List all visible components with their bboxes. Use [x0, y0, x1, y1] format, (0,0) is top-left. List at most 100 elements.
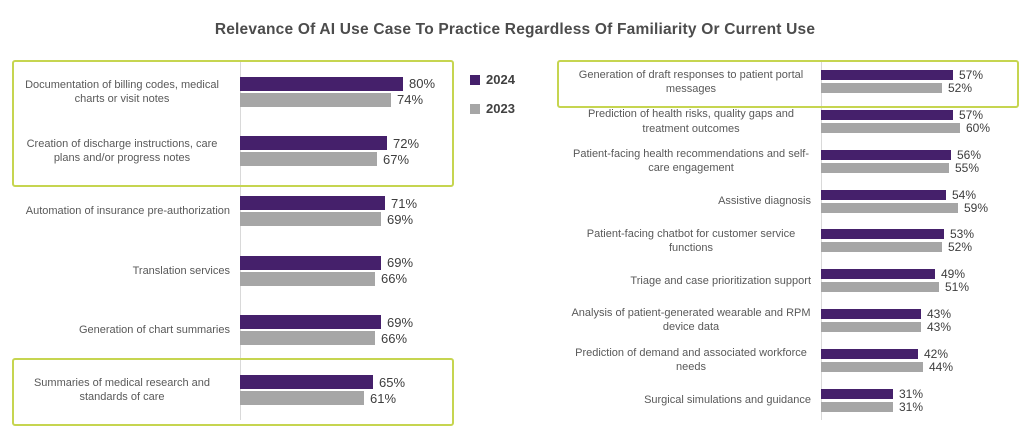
value-label: 43% [927, 319, 952, 334]
value-label: 53% [950, 227, 975, 242]
bar-line: 56% [821, 149, 1017, 161]
chart-row: Prediction of demand and associated work… [565, 340, 1017, 380]
bars-cell: 69% 66% [240, 255, 450, 287]
category-label-cell: Analysis of patient-generated wearable a… [565, 301, 821, 341]
chart-row: Analysis of patient-generated wearable a… [565, 301, 1017, 341]
category-label-cell: Summaries of medical research and standa… [14, 360, 240, 420]
category-label-cell: Automation of insurance pre-authorizatio… [14, 181, 240, 241]
chart-right: Generation of draft responses to patient… [565, 62, 1017, 420]
value-label: 56% [957, 147, 982, 162]
category-label: Documentation of billing codes, medical … [25, 78, 219, 105]
bar-line: 52% [821, 241, 1017, 253]
bar-2024 [821, 308, 921, 319]
bar-2023 [240, 331, 375, 346]
bar-line: 31% [821, 388, 1017, 400]
chart-row: Summaries of medical research and standa… [14, 360, 450, 420]
bar-2024 [821, 348, 918, 359]
bar-line: 57% [821, 69, 1017, 81]
category-label: Patient-facing chatbot for customer serv… [586, 227, 796, 254]
value-label: 31% [899, 386, 924, 401]
chart-row: Translation services 69% 66% [14, 241, 450, 301]
bar-2024 [821, 70, 953, 81]
bar-2023 [821, 401, 893, 412]
bar-2023 [240, 271, 375, 286]
value-label: 72% [393, 135, 420, 151]
bar-2023 [821, 123, 960, 134]
legend: 2024 2023 [470, 73, 515, 115]
bars-cell: 57% 60% [821, 109, 1017, 134]
bar-line: 57% [821, 109, 1017, 121]
bars-cell: 53% 52% [821, 228, 1017, 253]
value-label: 69% [387, 255, 414, 271]
category-label: Assistive diagnosis [718, 195, 811, 208]
category-label-cell: Generation of chart summaries [14, 301, 240, 361]
axis-line [821, 62, 822, 420]
category-label: Generation of draft responses to patient… [578, 68, 804, 95]
category-label-cell: Prediction of health risks, quality gaps… [565, 102, 821, 142]
bar-2023 [821, 202, 958, 213]
bar-2023 [821, 242, 942, 253]
bar-line: 55% [821, 162, 1017, 174]
bar-line: 61% [240, 391, 450, 406]
bar-2023 [821, 321, 921, 332]
value-label: 54% [952, 187, 977, 202]
bar-2023 [821, 361, 923, 372]
bars-cell: 71% 69% [240, 196, 450, 227]
bars-cell: 42% 44% [821, 348, 1017, 373]
chart-row: Automation of insurance pre-authorizatio… [14, 181, 450, 241]
category-label: Prediction of health risks, quality gaps… [587, 108, 795, 135]
bar-line: 69% [240, 255, 450, 271]
bar-2023 [821, 282, 939, 293]
bar-2023 [240, 92, 391, 107]
bar-2023 [240, 391, 364, 406]
bar-line: 72% [240, 135, 450, 151]
value-label: 42% [924, 346, 949, 361]
category-label-cell: Documentation of billing codes, medical … [14, 62, 240, 122]
bar-line: 71% [240, 196, 450, 211]
chart-row: Generation of draft responses to patient… [565, 62, 1017, 102]
value-label: 74% [397, 92, 424, 108]
category-label: Analysis of patient-generated wearable a… [571, 307, 811, 334]
chart-left: Documentation of billing codes, medical … [14, 62, 450, 420]
category-label-cell: Triage and case prioritization support [565, 261, 821, 301]
bars-cell: 65% 61% [240, 374, 450, 406]
value-label: 49% [941, 267, 966, 282]
chart-row: Prediction of health risks, quality gaps… [565, 102, 1017, 142]
bar-line: 66% [240, 271, 450, 287]
value-label: 69% [387, 211, 414, 227]
value-label: 65% [379, 374, 406, 390]
chart-row: Documentation of billing codes, medical … [14, 62, 450, 122]
bar-2024 [821, 269, 935, 280]
bar-line: 67% [240, 151, 450, 167]
category-label: Generation of chart summaries [78, 324, 230, 337]
bars-cell: 69% 66% [240, 314, 450, 346]
bars-cell: 49% 51% [821, 268, 1017, 293]
value-label: 66% [381, 271, 408, 287]
bar-2024 [240, 196, 385, 211]
value-label: 43% [927, 306, 952, 321]
value-label: 69% [387, 314, 414, 330]
category-label: Automation of insurance pre-authorizatio… [25, 204, 230, 217]
chart-row: Surgical simulations and guidance 31% 31% [565, 380, 1017, 420]
chart-row: Patient-facing health recommendations an… [565, 142, 1017, 182]
category-label-cell: Assistive diagnosis [565, 181, 821, 221]
value-label: 67% [383, 151, 410, 167]
value-label: 44% [929, 359, 954, 374]
bar-2024 [240, 375, 373, 390]
bar-2024 [240, 76, 403, 91]
bar-line: 69% [240, 314, 450, 330]
bar-2024 [821, 149, 951, 160]
legend-item-2023: 2023 [470, 102, 515, 115]
bar-line: 43% [821, 321, 1017, 333]
value-label: 51% [945, 280, 970, 295]
bars-cell: 56% 55% [821, 149, 1017, 174]
category-label: Creation of discharge instructions, care… [26, 138, 218, 165]
bar-2024 [240, 136, 387, 151]
bar-line: 53% [821, 228, 1017, 240]
category-label-cell: Surgical simulations and guidance [565, 380, 821, 420]
category-label-cell: Patient-facing chatbot for customer serv… [565, 221, 821, 261]
bar-line: 49% [821, 268, 1017, 280]
bar-2024 [240, 315, 381, 330]
category-label: Surgical simulations and guidance [644, 393, 811, 406]
